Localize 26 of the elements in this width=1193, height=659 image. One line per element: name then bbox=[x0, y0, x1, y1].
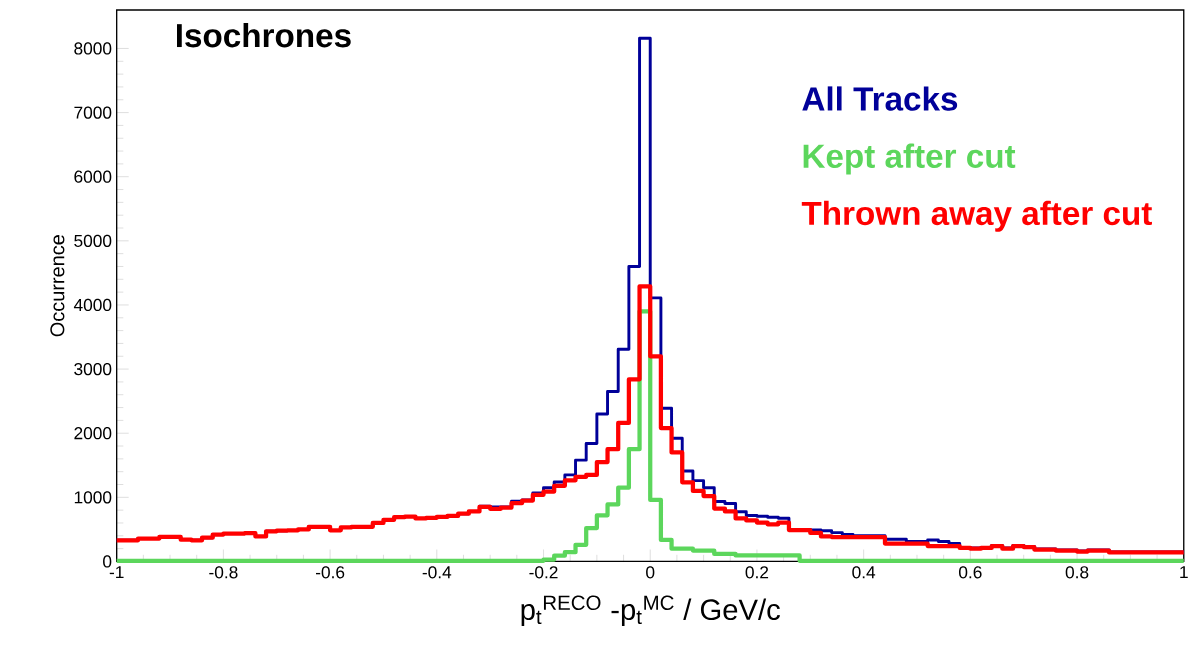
x-tick-label: 0 bbox=[646, 566, 655, 579]
text: Kept after cut bbox=[803, 143, 1016, 175]
x-tick-label: 0.6 bbox=[959, 566, 982, 579]
x-axis-title: p$_{t}$$^{RECO}$ -p$_{t}$$^{MC}$ / GeV/c bbox=[521, 595, 781, 626]
text: Thrown away after cut bbox=[801, 200, 1152, 232]
x-tick-label: -1 bbox=[109, 566, 124, 578]
y-tick-label: 3000 bbox=[74, 362, 112, 376]
x-tick-label: -0.2 bbox=[529, 566, 558, 579]
y-tick-label: 7000 bbox=[74, 106, 112, 119]
x-tick-label: -0.6 bbox=[315, 566, 345, 579]
x-tick-label: 1 bbox=[1180, 566, 1188, 578]
y-tick-label: 6000 bbox=[74, 170, 112, 183]
y-tick-label: 8000 bbox=[74, 42, 112, 55]
y-tick-label: 0 bbox=[103, 555, 112, 568]
x-tick-label: -0.8 bbox=[209, 566, 238, 579]
y-tick-label: 5000 bbox=[74, 234, 112, 247]
x-tick-label: 0.4 bbox=[852, 566, 876, 579]
y-tick-label: 2000 bbox=[74, 426, 112, 440]
text: All Tracks bbox=[802, 86, 958, 111]
x-tick-label: 0.2 bbox=[745, 566, 769, 579]
chart-title: Isochrones bbox=[176, 22, 351, 48]
x-tick-label: 0.8 bbox=[1065, 566, 1089, 579]
x-tick-label: -0.4 bbox=[422, 566, 452, 579]
y-tick-label: 1000 bbox=[74, 491, 112, 504]
y-tick-label: 4000 bbox=[73, 298, 112, 311]
y-axis-title: Occurrence bbox=[50, 234, 65, 337]
